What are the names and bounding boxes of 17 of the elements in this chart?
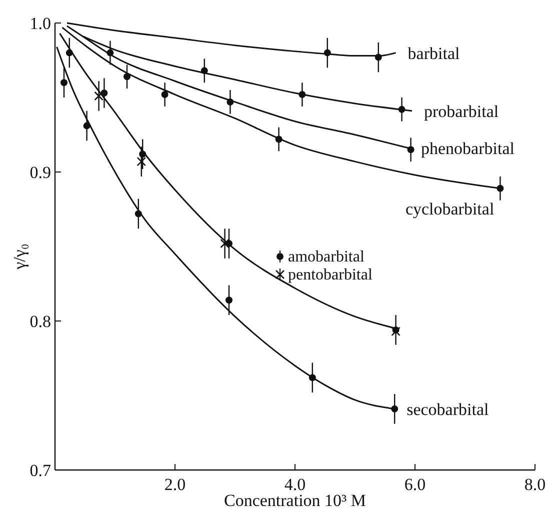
- y-tick-label: 0.8: [30, 312, 51, 331]
- x-tick-label: 8.0: [524, 475, 546, 494]
- legend-label: pentobarbital: [288, 266, 373, 284]
- x-tick-label: 2.0: [164, 475, 186, 494]
- x-tick-label: 4.0: [284, 475, 306, 494]
- series-label: secobarbital: [406, 400, 490, 419]
- legend-label: amobarbital: [288, 248, 365, 266]
- y-tick-label: 1.0: [30, 14, 51, 33]
- x-axis-title: Concentration 10³ M: [224, 491, 366, 510]
- x-tick-label: 6.0: [404, 475, 426, 494]
- y-tick-label: 0.9: [30, 163, 51, 182]
- y-axis-title: γ/γ₀: [10, 244, 29, 270]
- series-label: cyclobarbital: [405, 199, 494, 218]
- y-tick-label: 0.7: [30, 461, 52, 480]
- series-label: probarbital: [424, 102, 499, 121]
- series-label: phenobarbital: [421, 139, 515, 158]
- series-label: barbital: [408, 44, 460, 63]
